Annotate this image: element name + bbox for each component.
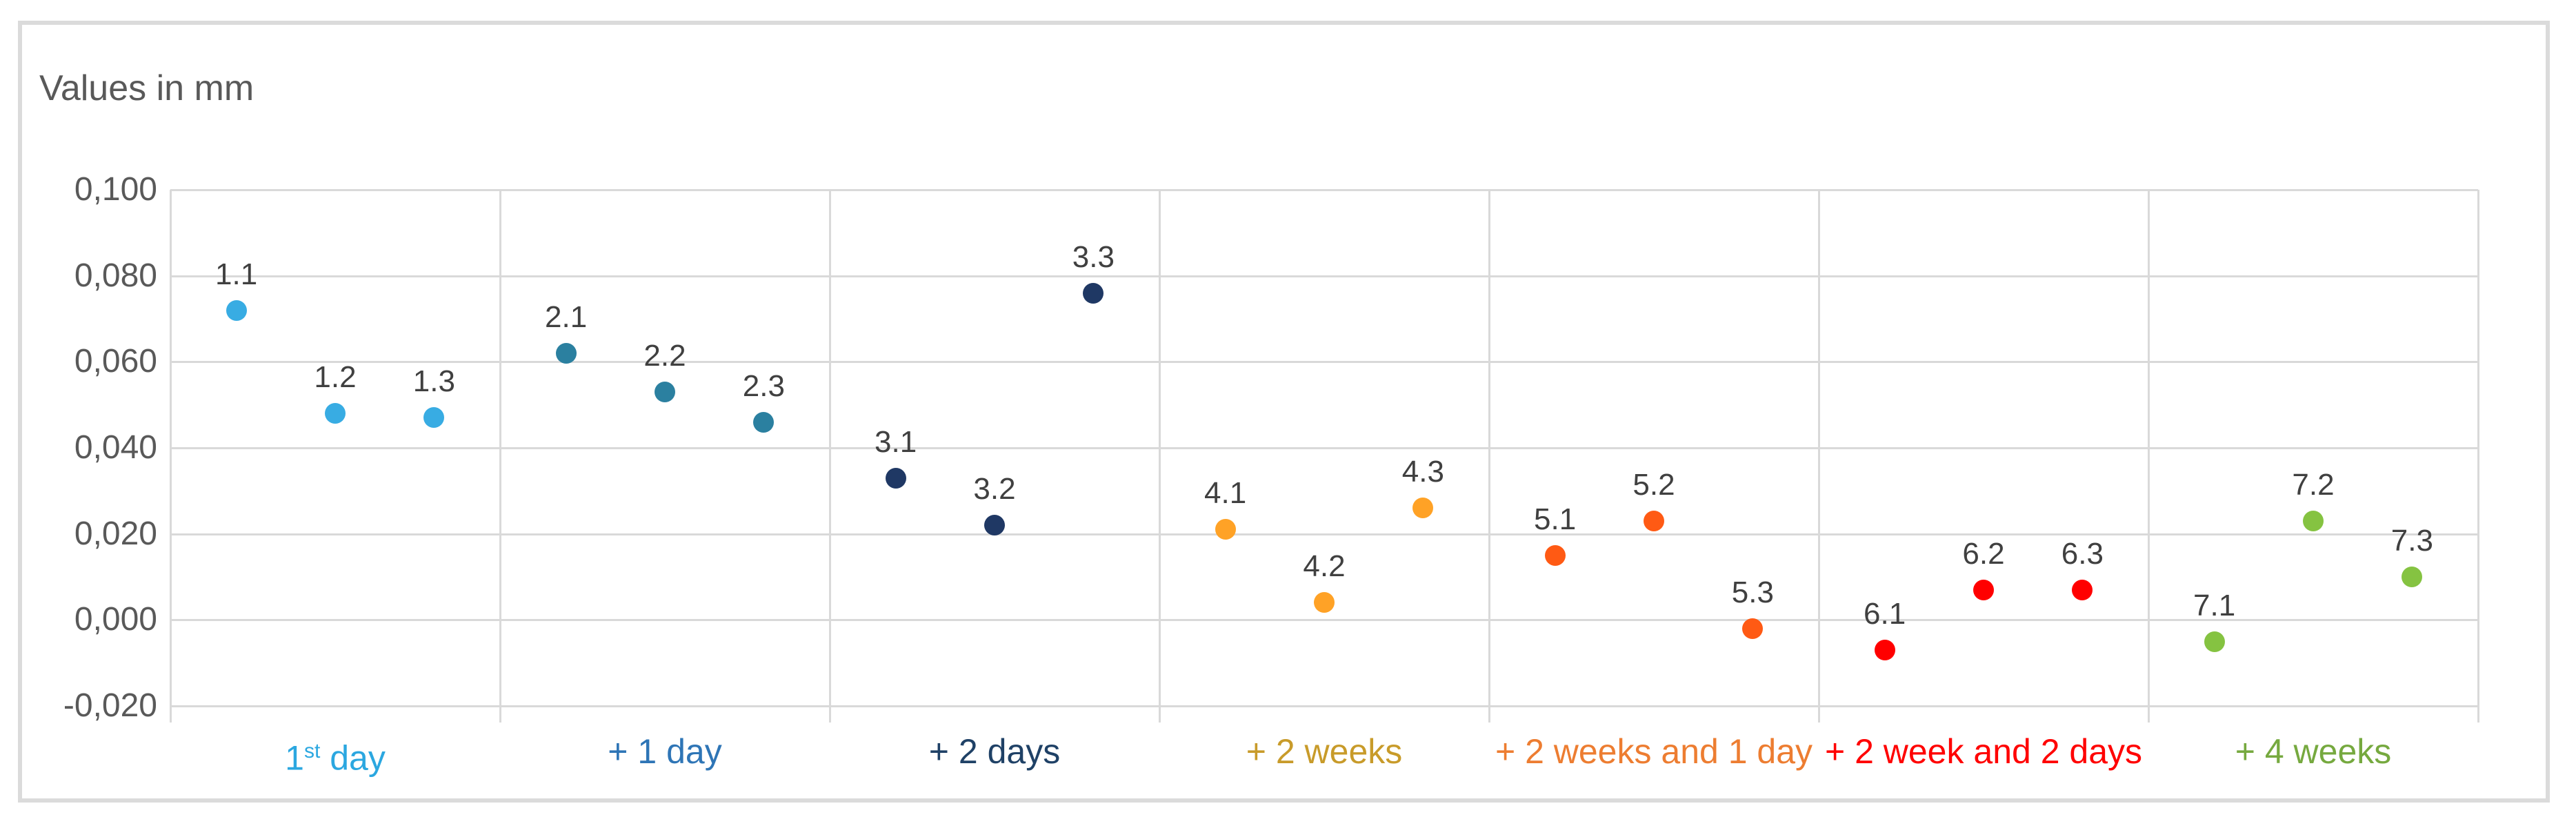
category-label: 1st day [285,733,386,777]
vertical-gridline [1488,190,1490,706]
data-point-label: 2.1 [545,299,588,334]
data-point [984,515,1005,536]
axis-tick-mark [829,706,831,722]
vertical-gridline [1818,190,1820,706]
data-point-label: 4.3 [1401,455,1444,489]
axis-tick-mark [1818,706,1820,722]
data-point [1874,639,1895,660]
data-point [1544,544,1566,566]
data-point-label: 7.2 [2292,467,2335,502]
y-axis-tick-label: -0,020 [63,687,157,724]
y-axis-tick-label: 0,020 [74,515,157,552]
data-point-label: 2.3 [742,368,785,403]
data-point-label: 3.1 [875,424,917,459]
horizontal-gridline [170,533,2478,535]
data-point-label: 5.1 [1534,502,1577,536]
vertical-gridline [170,190,172,706]
data-point [1644,510,1664,531]
data-point-label: 3.2 [973,472,1016,507]
axis-tick-mark [1159,706,1161,722]
y-axis-tick-label: 0,040 [74,429,157,466]
data-point [325,403,346,424]
category-label-text: + 1 day [608,732,722,771]
data-point-label: 1.2 [314,360,357,395]
horizontal-gridline [170,189,2478,191]
axis-tick-mark [2148,706,2150,722]
data-point [1314,592,1335,613]
vertical-gridline [499,190,501,706]
data-point-label: 2.2 [643,338,686,373]
data-point [555,342,577,364]
category-label-superscript: st [303,740,321,763]
data-point-label: 7.1 [2193,588,2236,622]
vertical-gridline [2477,190,2479,706]
category-label-text: 1 [285,738,304,778]
data-point-label: 6.2 [1962,536,2005,571]
data-point-label: 5.3 [1731,575,1774,609]
category-label: + 1 day [608,733,721,770]
category-label: + 2 weeks [1246,733,1403,770]
category-label-text: + 2 week and 2 days [1824,732,2143,771]
category-label: + 2 week and 2 days [1825,733,2142,770]
chart-title: Values in mm [39,68,254,108]
vertical-gridline [1159,190,1161,706]
category-label: + 4 weeks [2235,733,2392,770]
data-point-label: 6.3 [2061,536,2104,571]
axis-tick-mark [1488,706,1490,722]
data-point [885,467,906,489]
vertical-gridline [829,190,831,706]
y-axis-tick-label: 0,000 [74,601,157,638]
data-point [2072,579,2093,600]
horizontal-gridline [170,619,2478,622]
data-point [655,381,675,402]
data-point-label: 4.1 [1204,476,1247,511]
data-point-label: 4.2 [1303,549,1346,584]
horizontal-gridline [170,361,2478,364]
axis-tick-mark [2477,706,2479,722]
y-axis-tick-label: 0,100 [74,171,157,208]
data-point [226,299,247,321]
data-point [1215,519,1236,540]
y-axis-tick-label: 0,060 [74,343,157,380]
horizontal-gridline [170,275,2478,277]
data-point [2303,510,2324,531]
y-axis-tick-label: 0,080 [74,257,157,294]
data-point-label: 1.1 [215,257,258,291]
category-label: + 2 weeks and 1 day [1495,733,1813,770]
category-label-text: + 2 days [928,732,1061,771]
category-label-text: + 4 weeks [2235,732,2392,771]
category-label: + 2 days [929,733,1060,770]
data-point-label: 5.2 [1633,467,1675,502]
category-label-text: + 2 weeks and 1 day [1495,732,1813,771]
data-point [1412,498,1434,519]
category-label-text: + 2 weeks [1246,732,1403,771]
vertical-gridline [2148,190,2150,706]
data-point [2402,567,2423,587]
chart-frame [18,21,2550,803]
data-point [423,407,445,429]
data-point-label: 1.3 [412,364,455,399]
data-point [1973,579,1994,600]
horizontal-gridline [170,447,2478,449]
axis-tick-mark [170,706,172,722]
horizontal-gridline [170,705,2478,707]
data-point-label: 6.1 [1864,596,1906,631]
data-point [753,411,775,433]
data-point [1742,618,1764,639]
category-label-text: day [320,738,386,778]
data-point-label: 3.3 [1072,239,1115,274]
data-point [2204,631,2225,652]
axis-tick-mark [499,706,501,722]
data-point-label: 7.3 [2390,524,2433,558]
data-point [1083,282,1104,304]
